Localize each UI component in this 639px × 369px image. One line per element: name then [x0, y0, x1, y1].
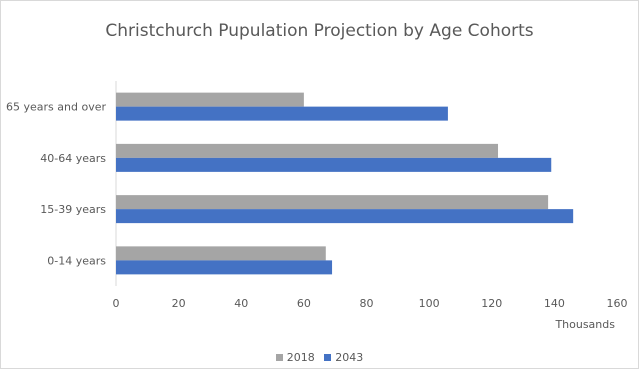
- bar-2043-40-64-years: [116, 157, 552, 172]
- x-tick-label: 140: [544, 297, 565, 310]
- bar-2018-65-years-and-over: [116, 92, 304, 107]
- legend-item-2043: 2043: [324, 351, 363, 364]
- legend-swatch-2043: [324, 354, 332, 361]
- x-axis-title: Thousands: [554, 318, 615, 331]
- x-tick-label: 20: [172, 297, 186, 310]
- x-tick-label: 0: [113, 297, 120, 310]
- bar-2043-0-14-years: [116, 260, 333, 275]
- legend-swatch-2018: [275, 354, 283, 361]
- legend-label-2043: 2043: [335, 351, 364, 364]
- x-tick-label: 80: [360, 297, 374, 310]
- category-label: 0-14 years: [47, 254, 106, 267]
- x-tick-label: 160: [607, 297, 628, 310]
- legend: 2018 2043: [1, 351, 638, 364]
- legend-item-2018: 2018: [275, 351, 315, 364]
- chart-title: Christchurch Pupulation Projection by Ag…: [105, 21, 534, 41]
- bar-2018-15-39-years: [116, 195, 549, 210]
- category-label: 65 years and over: [6, 101, 106, 114]
- category-label: 15-39 years: [40, 203, 106, 216]
- category-label: 40-64 years: [40, 152, 106, 165]
- bar-2043-15-39-years: [116, 209, 574, 224]
- x-tick-label: 40: [234, 297, 248, 310]
- x-tick-label: 100: [419, 297, 440, 310]
- bar-2018-40-64-years: [116, 143, 499, 158]
- x-tick-label: 120: [481, 297, 502, 310]
- bar-2043-65-years-and-over: [116, 106, 448, 121]
- x-tick-label: 60: [297, 297, 311, 310]
- legend-label-2018: 2018: [286, 351, 315, 364]
- bar-2018-0-14-years: [116, 246, 326, 261]
